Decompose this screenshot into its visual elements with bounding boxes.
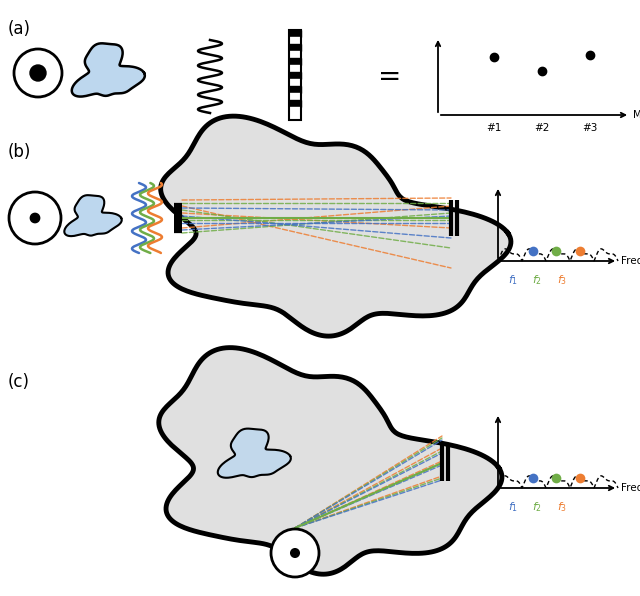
Bar bbox=[289, 30, 301, 120]
Polygon shape bbox=[159, 347, 502, 574]
Bar bbox=[289, 44, 301, 51]
Circle shape bbox=[14, 49, 62, 97]
Text: (c): (c) bbox=[8, 373, 30, 391]
Polygon shape bbox=[72, 44, 145, 97]
Circle shape bbox=[19, 203, 51, 234]
Text: $f_1$: $f_1$ bbox=[508, 273, 518, 287]
Bar bbox=[289, 65, 301, 72]
Text: Freq.: Freq. bbox=[621, 256, 640, 266]
Circle shape bbox=[30, 65, 46, 81]
Text: #2: #2 bbox=[534, 123, 550, 133]
Circle shape bbox=[30, 213, 40, 223]
Text: (b): (b) bbox=[8, 143, 31, 161]
Bar bbox=[289, 30, 301, 37]
Bar bbox=[289, 107, 301, 114]
Polygon shape bbox=[64, 195, 122, 236]
Text: #1: #1 bbox=[486, 123, 502, 133]
Text: $f_1$: $f_1$ bbox=[508, 500, 518, 514]
Circle shape bbox=[285, 544, 305, 563]
Bar bbox=[289, 58, 301, 65]
Text: (a): (a) bbox=[8, 20, 31, 38]
Polygon shape bbox=[161, 116, 511, 336]
Text: #3: #3 bbox=[582, 123, 598, 133]
Polygon shape bbox=[218, 429, 291, 478]
Bar bbox=[289, 93, 301, 100]
Circle shape bbox=[9, 192, 61, 244]
Text: $f_3$: $f_3$ bbox=[557, 500, 567, 514]
Circle shape bbox=[271, 529, 319, 577]
Bar bbox=[289, 79, 301, 86]
Text: $f_2$: $f_2$ bbox=[532, 273, 542, 287]
Text: $f_2$: $f_2$ bbox=[532, 500, 542, 514]
Bar bbox=[289, 51, 301, 58]
Text: Mask: Mask bbox=[633, 110, 640, 120]
Circle shape bbox=[276, 534, 314, 572]
Circle shape bbox=[280, 539, 309, 567]
Bar bbox=[289, 72, 301, 79]
Text: $f_3$: $f_3$ bbox=[557, 273, 567, 287]
Circle shape bbox=[30, 213, 40, 223]
Text: =: = bbox=[378, 63, 402, 91]
Bar bbox=[289, 100, 301, 107]
Bar bbox=[289, 37, 301, 44]
Circle shape bbox=[290, 548, 300, 558]
Circle shape bbox=[14, 197, 56, 239]
Circle shape bbox=[24, 207, 45, 228]
Text: Freq.: Freq. bbox=[621, 483, 640, 493]
Circle shape bbox=[291, 549, 300, 557]
Bar bbox=[289, 86, 301, 93]
